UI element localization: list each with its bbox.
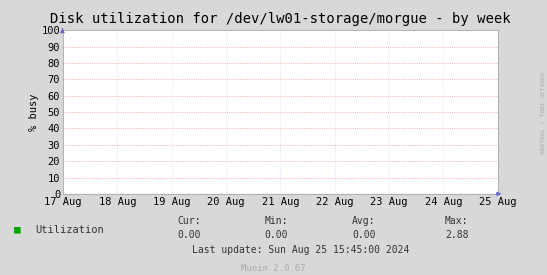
Title: Disk utilization for /dev/lw01-storage/morgue - by week: Disk utilization for /dev/lw01-storage/m… — [50, 12, 511, 26]
Text: Cur:: Cur: — [177, 216, 200, 226]
Text: Avg:: Avg: — [352, 216, 375, 226]
Text: Utilization: Utilization — [36, 225, 104, 235]
Text: Munin 2.0.67: Munin 2.0.67 — [241, 264, 306, 273]
Text: 0.00: 0.00 — [177, 230, 200, 240]
Text: 2.88: 2.88 — [445, 230, 468, 240]
Text: 0.00: 0.00 — [352, 230, 375, 240]
Text: RRDTOOL / TOBI OETIKER: RRDTOOL / TOBI OETIKER — [541, 72, 546, 154]
Y-axis label: % busy: % busy — [28, 93, 39, 131]
Text: Min:: Min: — [265, 216, 288, 226]
Text: Last update: Sun Aug 25 15:45:00 2024: Last update: Sun Aug 25 15:45:00 2024 — [192, 245, 410, 255]
Text: ■: ■ — [14, 225, 20, 235]
Text: Max:: Max: — [445, 216, 468, 226]
Text: 0.00: 0.00 — [265, 230, 288, 240]
